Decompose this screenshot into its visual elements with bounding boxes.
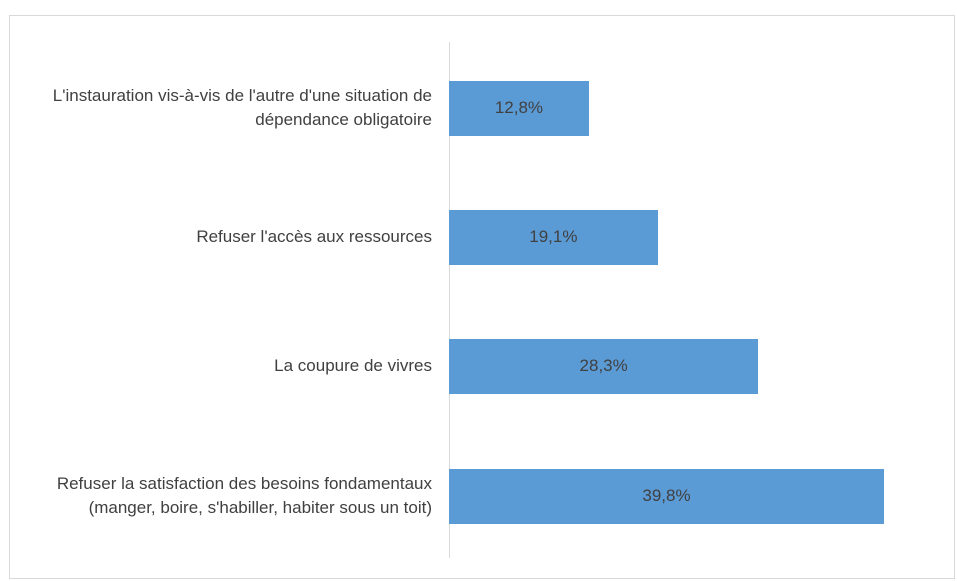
bar — [449, 80, 589, 136]
bar — [449, 209, 658, 265]
chart-frame — [9, 15, 955, 579]
bar — [449, 338, 759, 394]
bar — [449, 468, 884, 524]
category-label: Refuser la satisfaction des besoins fond… — [56, 474, 432, 517]
data-label: 19,1% — [529, 227, 578, 246]
data-label: 28,3% — [579, 356, 628, 375]
category-label: L'instauration vis-à-vis de l'autre d'un… — [52, 86, 432, 129]
category-axis — [449, 42, 450, 558]
data-label: 39,8% — [642, 486, 691, 505]
category-label: La coupure de vivres — [274, 356, 432, 375]
category-label: Refuser l'accès aux ressources — [196, 227, 432, 246]
data-label: 12,8% — [494, 98, 544, 117]
